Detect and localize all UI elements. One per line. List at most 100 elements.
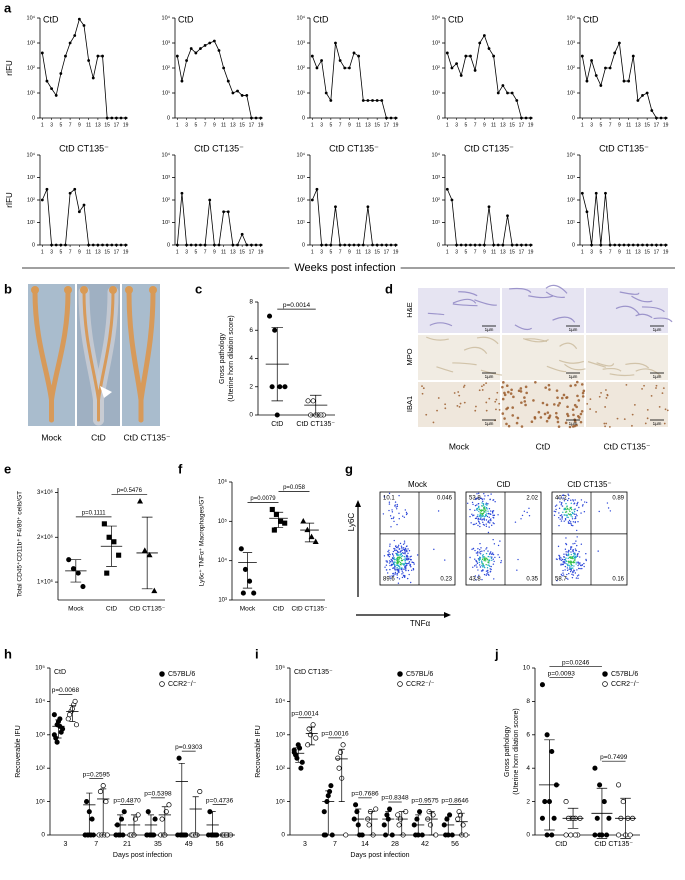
point [585, 79, 589, 83]
point [208, 198, 212, 202]
quadrant-percent: 89.6 [383, 577, 395, 583]
point [338, 243, 342, 247]
point [240, 94, 244, 97]
event-dot [477, 576, 479, 578]
event-dot [479, 566, 482, 568]
event-dot [397, 545, 399, 548]
event-dot [486, 508, 488, 510]
arrow [100, 386, 112, 398]
event-dot [389, 515, 392, 517]
p-value: p=0.9575 [411, 797, 439, 804]
event-dot [482, 558, 484, 560]
event-dot [577, 561, 579, 563]
point [568, 832, 574, 838]
x-axis-label: Days post infection [350, 852, 409, 859]
stain-dot [463, 384, 466, 387]
y-tick-label: 8 [249, 299, 253, 306]
event-dot [402, 572, 404, 574]
event-dot [475, 564, 477, 566]
event-dot [477, 519, 479, 521]
stain-dot [605, 422, 608, 425]
x-tick-label: 13 [230, 122, 236, 128]
event-dot [485, 560, 487, 562]
point [496, 243, 500, 247]
x-tick-label: 17 [384, 249, 390, 255]
event-dot [394, 505, 396, 507]
stain-dot [576, 394, 579, 398]
point [68, 191, 72, 195]
event-dot [408, 557, 410, 560]
event-dot [565, 557, 567, 559]
stain-dot [520, 425, 524, 428]
stain-dot [436, 409, 438, 412]
event-dot [400, 553, 402, 555]
event-dot [476, 566, 478, 568]
event-dot [392, 550, 395, 553]
point [313, 735, 319, 741]
stain-dot [644, 422, 647, 425]
point [380, 99, 384, 102]
event-dot [561, 518, 563, 520]
quadrant-percent: 43.8 [469, 577, 481, 583]
tissue-fold [596, 362, 615, 367]
point [487, 205, 491, 209]
point [506, 214, 509, 218]
event-dot [563, 494, 565, 496]
event-dot [562, 560, 564, 563]
point [551, 815, 557, 821]
event-dot [400, 545, 403, 547]
event-dot [482, 569, 484, 571]
error-bar [385, 811, 392, 836]
point [110, 116, 114, 120]
event-dot [491, 524, 493, 527]
event-dot [573, 511, 576, 513]
error-bar [141, 516, 153, 590]
event-dot [391, 511, 394, 513]
stain-dot [586, 402, 589, 405]
p-value: p=0.4736 [206, 797, 234, 804]
point [277, 384, 283, 390]
point [524, 116, 528, 120]
event-dot [478, 515, 480, 518]
y-tick-label: 0 [526, 832, 530, 839]
event-dot [401, 576, 404, 579]
x-tick-label: 9 [483, 122, 486, 128]
event-dot [393, 516, 395, 518]
event-dot [497, 514, 499, 516]
x-tick-label: 9 [618, 249, 621, 255]
y-tick-label: 10² [432, 65, 440, 71]
event-dot [569, 507, 571, 509]
event-dot [485, 511, 487, 513]
event-dot [392, 561, 394, 563]
event-dot [398, 578, 401, 580]
point [659, 116, 663, 120]
event-dot [567, 521, 570, 523]
stain-dot [502, 381, 505, 384]
x-tick-label: 19 [393, 122, 399, 128]
event-dot [566, 506, 568, 508]
event-dot [568, 519, 571, 522]
tissue-fold [436, 366, 454, 373]
event-dot [388, 552, 390, 554]
point [353, 802, 359, 808]
point [40, 198, 44, 202]
event-dot [479, 522, 481, 525]
event-dot [566, 563, 568, 565]
y-tick-label: 10¹ [297, 220, 305, 226]
quadrant-percent: 0.046 [437, 496, 453, 502]
point [529, 243, 533, 247]
event-dot [606, 502, 609, 504]
event-dot [478, 508, 481, 510]
horn-tip [125, 286, 133, 294]
stain-dot [458, 394, 461, 397]
legend-label: C57BL/6 [168, 671, 195, 678]
event-dot [488, 574, 490, 576]
x-tick-label: 5 [599, 122, 602, 128]
point [371, 243, 374, 247]
event-dot [488, 507, 491, 510]
panel-label: c [195, 281, 202, 296]
event-dot [407, 562, 409, 565]
x-tick-label: CtD CT135⁻ [296, 421, 335, 428]
event-dot [491, 556, 493, 558]
event-dot [477, 514, 479, 516]
